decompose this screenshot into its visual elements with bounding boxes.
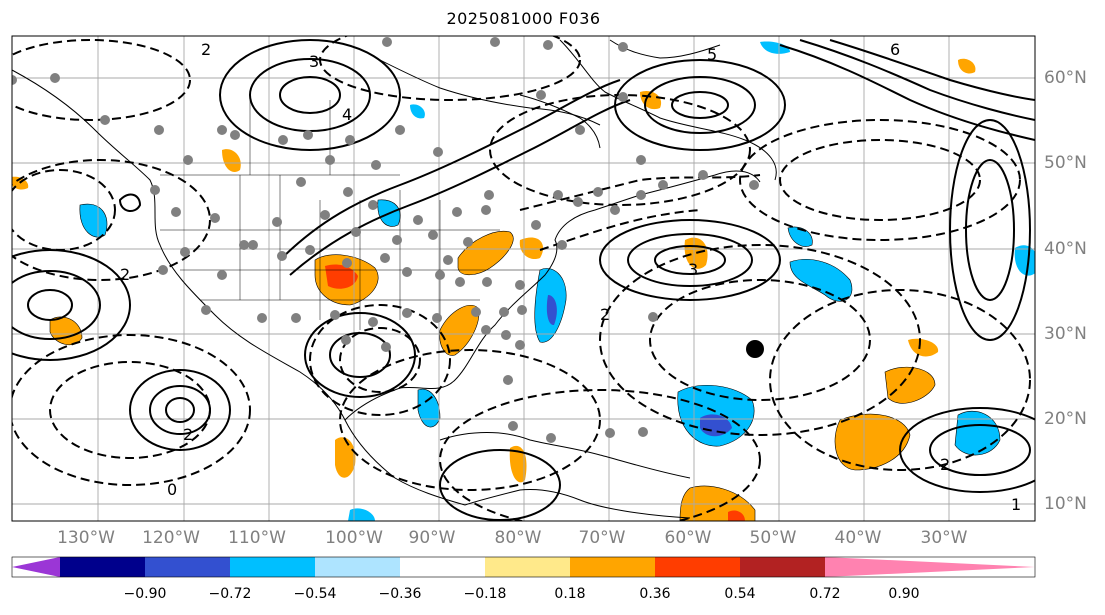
contour-label: 5 <box>707 45 717 64</box>
colorbar-tick-label: 0.72 <box>809 586 841 602</box>
map-frame <box>11 35 1036 522</box>
colorbar-swatch <box>570 557 655 577</box>
colorbar-tick-label: 0.18 <box>554 586 586 602</box>
lon-label: 30°W <box>920 528 968 548</box>
lon-label: 40°W <box>834 528 882 548</box>
colorbar-extend-low <box>12 557 60 577</box>
colorbar-swatch <box>145 557 230 577</box>
lat-label: 40°N <box>1044 239 1087 259</box>
lon-label: 70°W <box>578 528 626 548</box>
plot-title: 2025081000 F036 <box>446 9 601 28</box>
contour-labels: 2 1 0 3 4 5 6 2 2 2 3 2 <box>120 40 1021 514</box>
colorbar-tick-label: 0.36 <box>639 586 671 602</box>
lon-label: 60°W <box>664 528 712 548</box>
colorbar-swatch <box>485 557 570 577</box>
colorbar-swatch <box>315 557 400 577</box>
lat-label: 30°N <box>1044 324 1087 344</box>
storm-marker <box>746 340 764 358</box>
lon-label: 100°W <box>325 528 383 548</box>
colorbar <box>11 556 1036 578</box>
lat-label: 20°N <box>1044 409 1087 429</box>
contour-label: 3 <box>688 260 698 279</box>
colorbar-swatch <box>230 557 315 577</box>
political-borders <box>160 90 540 330</box>
contour-label: 2 <box>940 455 950 474</box>
colorbar-tick-label: −0.72 <box>208 586 252 602</box>
contour-label: 0 <box>167 480 177 499</box>
colorbar-swatch <box>740 557 825 577</box>
colorbar-tick-label: −0.18 <box>463 586 507 602</box>
lat-label: 50°N <box>1044 153 1087 173</box>
lon-label: 80°W <box>494 528 542 548</box>
colorbar-extend-high <box>825 557 1035 577</box>
dashed-contours <box>12 36 1031 521</box>
contour-label: 3 <box>309 52 319 71</box>
colorbar-tick-label: −0.36 <box>378 586 422 602</box>
coastlines <box>12 39 777 519</box>
lon-label: 50°W <box>749 528 797 548</box>
colorbar-swatch <box>60 557 145 577</box>
lon-label: 130°W <box>57 528 115 548</box>
lon-label: 90°W <box>408 528 456 548</box>
contour-label: 2 <box>120 265 130 284</box>
colorbar-tick-label: −0.90 <box>123 586 167 602</box>
colorbar-swatch <box>655 557 740 577</box>
station-dots <box>12 37 759 443</box>
contour-label: 2 <box>183 425 193 444</box>
contour-label: 4 <box>342 105 352 124</box>
contour-label: 2 <box>600 305 610 324</box>
contour-label: 6 <box>890 40 900 59</box>
solid-contours <box>12 39 1035 521</box>
lon-label: 120°W <box>142 528 200 548</box>
lon-label: 110°W <box>228 528 286 548</box>
colorbar-tick-label: 0.54 <box>724 586 756 602</box>
colorbar-swatch <box>400 557 485 577</box>
colorbar-tick-label: −0.54 <box>293 586 337 602</box>
lat-label: 10°N <box>1044 494 1087 514</box>
contour-label: 2 <box>201 40 211 59</box>
contour-label: 1 <box>1011 495 1021 514</box>
lat-label: 60°N <box>1044 68 1087 88</box>
colorbar-tick-label: 0.90 <box>888 586 920 602</box>
